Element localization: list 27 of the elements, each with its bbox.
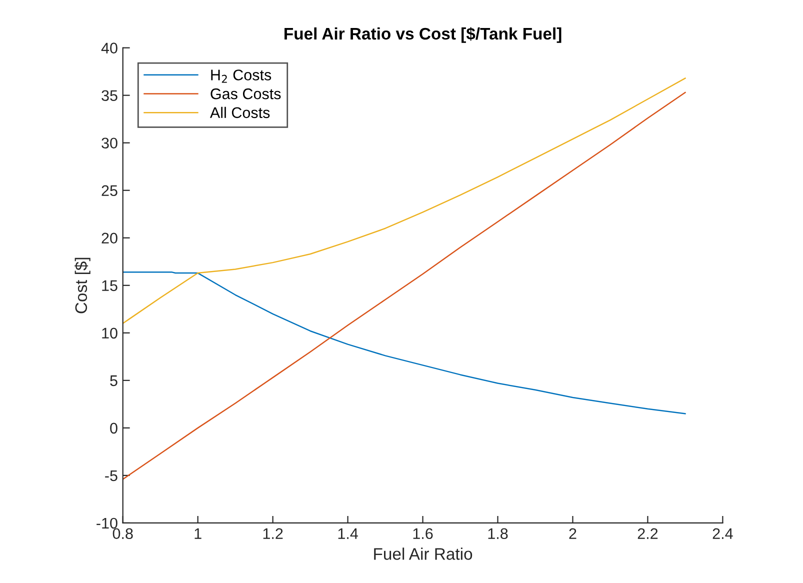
x-tick-label: 1.2: [263, 528, 283, 539]
x-axis-title: Fuel Air Ratio: [374, 548, 472, 560]
y-tick-label: 40: [101, 42, 118, 54]
y-tick-label: 5: [110, 375, 118, 386]
y-tick-label: 10: [102, 328, 118, 339]
x-tick-label: 1.6: [413, 528, 433, 540]
y-tick-label: 25: [102, 185, 118, 196]
y-tick-label: 30: [102, 138, 118, 149]
y-tick-label: 0: [110, 422, 118, 434]
legend-label: H$_{2}$ Costs: [211, 70, 272, 83]
x-tick-label: 2.4: [712, 528, 733, 539]
y-tick-label: -10: [96, 518, 118, 529]
legend-label: All Costs: [210, 106, 270, 118]
y-tick-label: -5: [105, 470, 118, 482]
x-tick-label: 2: [569, 528, 576, 539]
x-tick-label: 0.8: [112, 528, 133, 540]
x-tick-label: 2.2: [638, 528, 658, 539]
line-series: [122, 271, 686, 414]
x-tick-label: 1.4: [338, 528, 358, 539]
legend-label: Gas Costs: [210, 88, 281, 100]
chart-title: Fuel Air Ratio vs Cost [$/Tank Fuel]: [284, 27, 562, 43]
y-tick-label: 35: [102, 90, 118, 102]
y-tick-label: 20: [102, 232, 118, 244]
x-tick-label: 1.8: [488, 528, 508, 540]
y-axis-title: Cost [$]: [74, 258, 90, 314]
y-tick-label: 15: [102, 280, 118, 292]
x-tick-label: 1: [194, 528, 202, 539]
